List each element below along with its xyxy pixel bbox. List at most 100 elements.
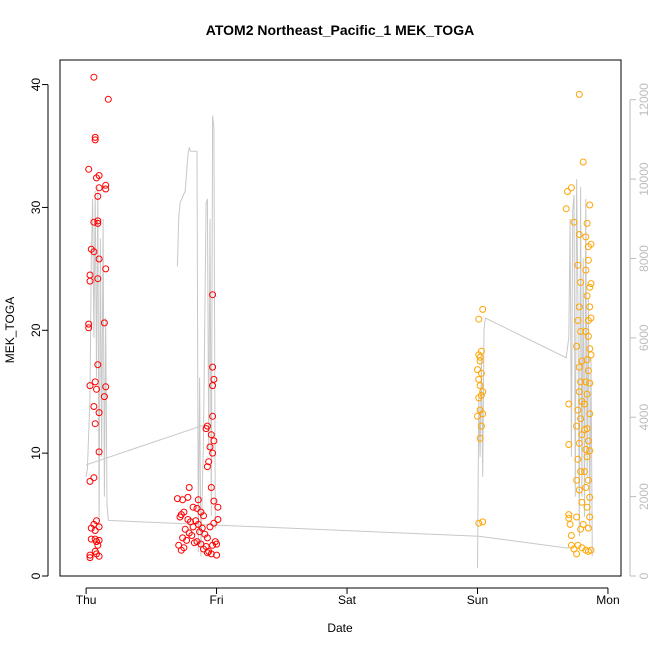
data-point-orange xyxy=(586,283,594,291)
data-point-orange xyxy=(565,441,573,448)
data-point-orange xyxy=(566,520,574,528)
data-point-red xyxy=(207,550,215,558)
data-point-orange xyxy=(477,369,485,377)
data-point-orange xyxy=(579,520,587,528)
data-point-red xyxy=(100,319,108,327)
data-point-orange xyxy=(577,378,585,386)
data-point-orange xyxy=(583,292,591,300)
x-tick-label: Sat xyxy=(338,593,357,607)
y-tick-label: 40 xyxy=(29,78,43,92)
data-point-orange xyxy=(583,453,591,461)
data-point-orange xyxy=(573,513,581,521)
data-point-orange xyxy=(476,382,484,390)
data-point-orange xyxy=(587,280,595,288)
data-point-red xyxy=(86,477,94,485)
data-point-orange xyxy=(587,351,595,359)
data-point-orange xyxy=(584,256,592,264)
data-point-red xyxy=(100,393,108,401)
data-point-orange xyxy=(575,231,583,238)
data-point-orange xyxy=(476,353,484,361)
data-point-orange xyxy=(583,503,591,511)
data-point-orange xyxy=(562,205,570,213)
data-point-red xyxy=(86,551,94,559)
data-point-red xyxy=(85,165,93,173)
x-axis: Thu Fri Sat Sun Mon xyxy=(76,587,620,607)
data-point-orange xyxy=(586,410,594,418)
y-axis-right: 0 2000 4000 6000 8000 10000 12000 xyxy=(629,83,650,579)
data-point-red xyxy=(95,523,103,531)
data-point-red xyxy=(193,504,201,512)
data-point-red xyxy=(213,540,221,548)
y-right-tick-label: 8000 xyxy=(637,245,650,272)
data-point-red xyxy=(91,136,99,144)
x-tick-label: Fri xyxy=(210,593,224,607)
data-point-orange xyxy=(587,240,595,248)
data-point-red xyxy=(94,217,102,225)
y-tick-label: 20 xyxy=(29,323,43,337)
data-point-orange xyxy=(477,422,485,430)
y-tick-label: 0 xyxy=(29,572,43,579)
data-point-red xyxy=(203,549,211,557)
y-axis-label: MEK_TOGA xyxy=(3,297,17,363)
data-point-orange xyxy=(474,412,481,420)
data-point-orange xyxy=(578,498,586,506)
y-tick-label: 10 xyxy=(29,446,43,460)
data-point-red xyxy=(102,185,110,193)
data-point-orange xyxy=(476,357,484,365)
data-point-orange xyxy=(564,188,571,195)
data-point-red xyxy=(214,516,222,523)
data-point-orange xyxy=(586,447,594,455)
data-point-orange xyxy=(584,332,592,340)
data-point-red xyxy=(85,324,93,332)
data-point-orange xyxy=(584,367,592,375)
data-point-red xyxy=(209,449,217,457)
data-point-red xyxy=(173,495,181,503)
data-point-red xyxy=(94,361,102,369)
data-point-orange xyxy=(586,303,594,311)
data-point-red xyxy=(94,192,102,200)
data-points-layer xyxy=(85,73,595,562)
chart-title: ATOM2 Northeast_Pacific_1 MEK_TOGA xyxy=(206,22,474,38)
data-point-orange xyxy=(479,388,487,396)
data-point-orange xyxy=(574,317,582,324)
data-point-orange xyxy=(575,90,583,98)
data-point-orange xyxy=(573,550,581,558)
data-point-orange xyxy=(583,390,591,398)
data-point-orange xyxy=(577,278,585,286)
y-right-tick-label: 4000 xyxy=(637,404,650,431)
data-point-red xyxy=(86,271,94,279)
line-segment-3 xyxy=(176,115,216,557)
data-point-red xyxy=(91,527,99,534)
data-point-red xyxy=(102,383,110,391)
data-point-red xyxy=(200,512,207,520)
data-point-red xyxy=(205,458,213,466)
data-point-red xyxy=(91,420,99,428)
data-point-red xyxy=(207,484,215,491)
data-point-orange xyxy=(573,476,581,484)
data-point-red xyxy=(91,378,99,386)
line-segment-0 xyxy=(85,186,109,529)
data-point-red xyxy=(206,523,214,531)
data-point-red xyxy=(209,291,217,299)
data-point-red xyxy=(213,551,221,559)
data-point-red xyxy=(93,517,100,525)
y-right-tick-label: 6000 xyxy=(637,324,650,351)
y-right-tick-label: 12000 xyxy=(637,83,650,117)
line-segment-5 xyxy=(485,179,593,557)
data-point-red xyxy=(86,277,94,285)
data-point-red xyxy=(210,375,218,383)
data-point-red xyxy=(183,536,191,544)
data-point-orange xyxy=(573,342,581,350)
data-point-orange xyxy=(581,426,588,434)
data-point-red xyxy=(90,474,98,482)
data-point-red xyxy=(102,181,110,189)
data-point-orange xyxy=(479,518,487,526)
data-point-red xyxy=(90,403,98,410)
x-tick-label: Sun xyxy=(467,593,488,607)
data-point-red xyxy=(185,484,193,491)
data-point-orange xyxy=(582,233,590,241)
data-point-orange xyxy=(575,439,583,447)
data-point-red xyxy=(95,536,103,544)
data-point-red xyxy=(90,73,98,81)
data-point-orange xyxy=(476,434,484,442)
